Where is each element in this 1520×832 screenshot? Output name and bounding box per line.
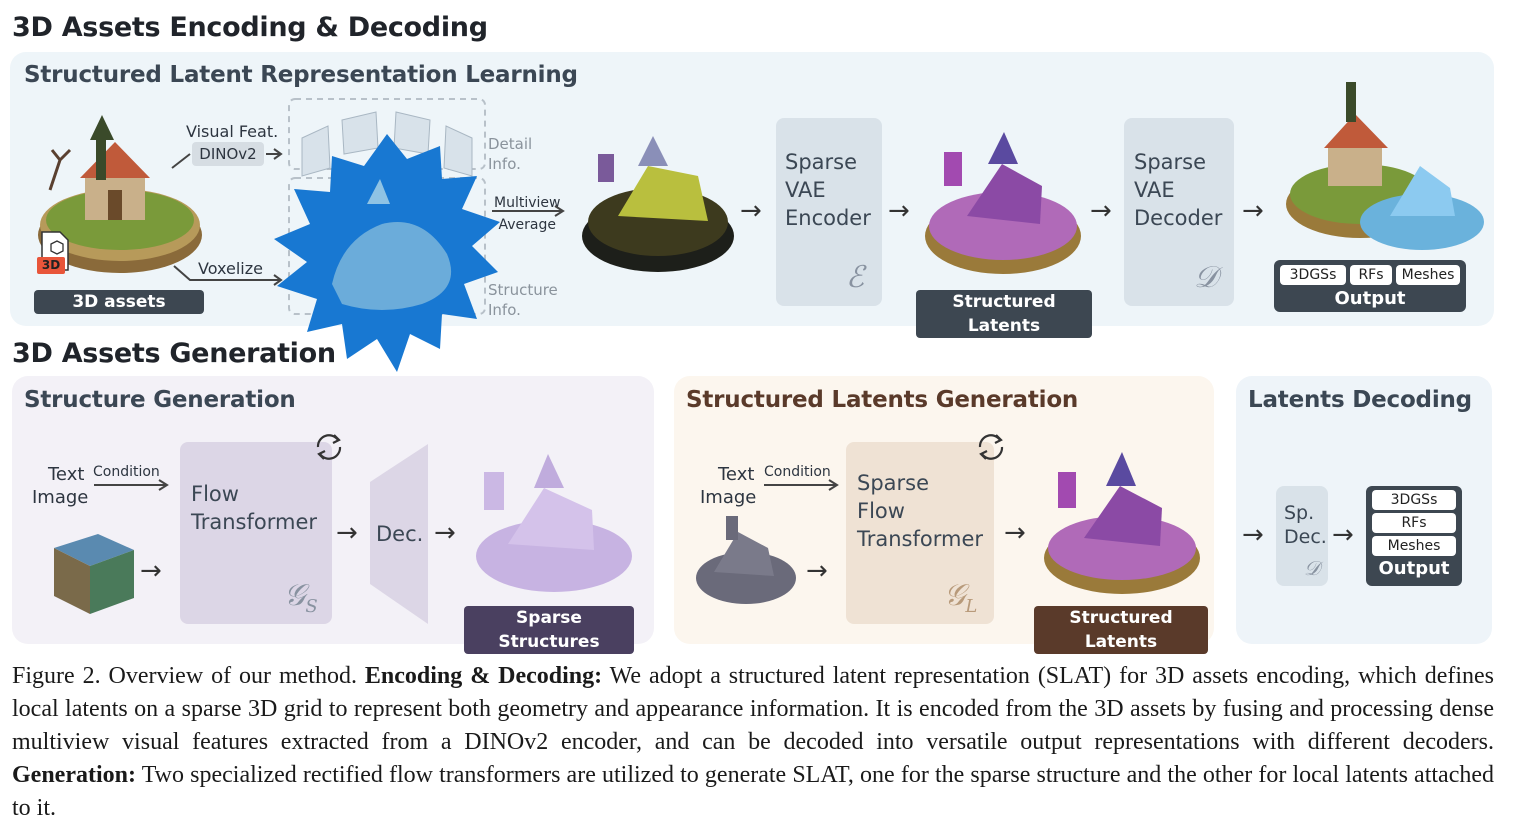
latents-decoding-title: Latents Decoding [1248,387,1472,413]
dec-label: Dec. [376,522,424,546]
decoding-chip-rfs: RFs [1372,513,1456,533]
figure-caption: Figure 2. Overview of our method. Encodi… [12,663,1494,821]
latents-condition-arrow [764,479,839,491]
structure-condition-label: Condition [93,464,160,480]
arrow-to-decoder: → [1090,196,1112,226]
noise-cube [54,534,134,614]
output-chip-3dgs: 3DGSs [1280,265,1346,285]
arrow-to-dec: → [336,518,358,548]
sparse-vae-decoder-box [1124,118,1234,306]
latents-result-island [1044,452,1200,594]
arrow-to-sparse: → [434,518,456,548]
decoding-chip-meshes: Meshes [1372,536,1456,556]
arrow-to-spdec: → [1242,520,1264,550]
visual-feat-label: Visual Feat. [186,122,279,141]
structure-text-input: Text [48,464,85,485]
structure-image-input: Image [32,487,89,508]
output-house-illustration [1286,82,1484,250]
decoder-label: Sparse VAE Decoder [1134,150,1223,230]
latents-gl-symbol: 𝒢L [944,578,978,617]
spdec-symbol: 𝒟 [1304,556,1320,580]
assets-label: 3D assets [34,290,204,314]
multiview-arrow [492,205,565,217]
output-label: Output [1334,288,1406,309]
arrow-to-latents: → [888,196,910,226]
decoding-chip-3dgs: 3DGSs [1372,490,1456,510]
encoder-label: Sparse VAE Encoder [785,150,871,230]
decoder-symbol: 𝒟 [1194,260,1218,295]
arrow-to-encoder: → [740,196,762,226]
latents-text-input: Text [718,464,755,485]
noisy-voxel-island [696,516,796,604]
latents-loop-icon [978,434,1004,460]
sparse-flow-transformer-label: Sparse Flow Transformer [857,471,984,551]
latents-condition-label: Condition [764,464,831,480]
latents-generation-title: Structured Latents Generation [686,387,1079,413]
structure-gs-symbol: 𝒢S [284,578,318,617]
structure-condition-arrow [94,479,169,491]
structured-latents-label: Structured Latents [916,290,1092,338]
voxelize-label: Voxelize [198,259,263,278]
encoding-input-arrows [171,148,283,286]
structured-latents-island [925,132,1081,274]
structure-info-label: Structure Info. [488,281,558,319]
noise-arrow-latents: → [806,556,828,586]
output-chip-meshes: Meshes [1396,265,1460,285]
arrow-to-output: → [1242,196,1264,226]
dinov2-box: DINOv2 [192,142,264,166]
encoding-panel-title: Structured Latent Representation Learnin… [24,62,578,88]
arrow-to-latents-result: → [1004,518,1026,548]
dec-trapezoid [370,444,428,624]
sparse-vae-encoder-box [776,118,882,306]
sparse-structure-island [476,454,632,592]
blue-starburst-shape [274,134,500,372]
output-chip-rfs: RFs [1350,265,1392,285]
sparse-flow-transformer-box [846,442,994,624]
flow-transformer-label: Flow Transformer [191,482,318,534]
house-asset-illustration [38,115,202,273]
multiview-average-label: Multiview Average [494,195,561,233]
decoding-output-label: Output [1378,558,1450,579]
flow-transformer-box [180,442,332,624]
latents-result-label: Structured Latents [1034,606,1208,654]
latents-image-input: Image [700,487,757,508]
structure-generation-title: Structure Generation [24,387,296,413]
sp-dec-label: Sp. Dec. [1284,502,1327,548]
encoding-heading: 3D Assets Encoding & Decoding [12,12,488,43]
structure-loop-icon [316,434,342,460]
detail-info-label: Detail Info. [488,135,533,173]
arrow-to-output-stack: → [1332,520,1354,550]
encoder-symbol: ℰ [846,260,865,295]
generation-heading: 3D Assets Generation [12,338,336,369]
file-3d-badge: 3D [37,257,65,274]
sparse-structures-label: Sparse Structures [464,606,634,654]
noise-arrow-structure: → [140,556,162,586]
voxel-feature-island [582,136,734,272]
sp-dec-box [1276,486,1328,586]
